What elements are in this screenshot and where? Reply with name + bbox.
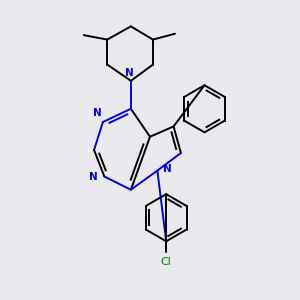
Text: N: N [93,109,102,118]
Text: N: N [163,164,171,174]
Text: N: N [89,172,98,182]
Text: N: N [125,68,134,78]
Text: Cl: Cl [161,257,172,267]
